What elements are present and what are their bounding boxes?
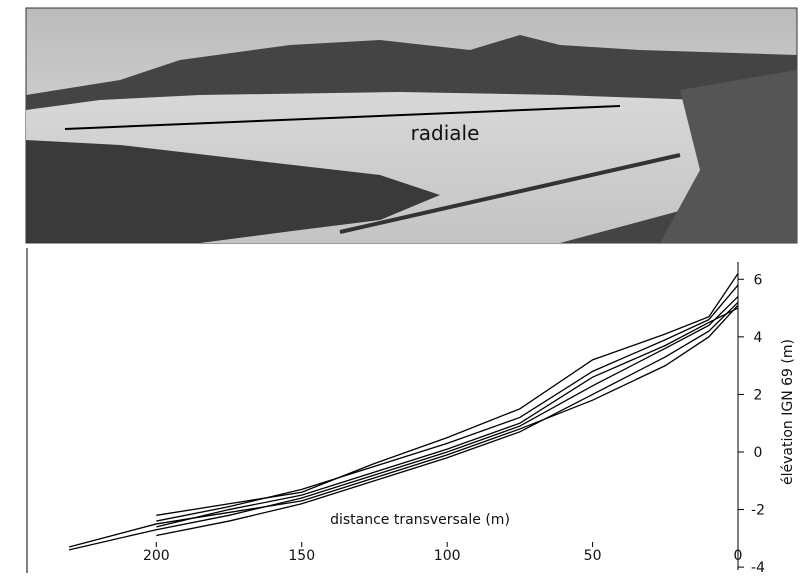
x-tick-label: 100 [434,548,461,564]
x-tick-label: 150 [288,548,315,564]
profile-line [156,301,739,537]
rocks [26,140,440,243]
jetty [339,153,681,234]
vegetation [660,70,797,243]
x-tick-label: 50 [584,548,602,564]
profile-line [156,284,739,522]
profile-line [156,307,739,528]
photo: radiale [25,7,798,244]
transect-line [64,105,621,130]
y-tick-label: 0 [754,445,763,461]
y-tick-label: 2 [754,387,763,403]
y-tick-label: -4 [751,560,765,573]
y-axis-label: élévation IGN 69 (m) [780,339,796,485]
y-tick-label: 4 [754,330,763,346]
x-axis-label: distance transversale (m) [330,512,510,528]
profile-line [68,304,739,548]
profile-line [68,296,739,551]
x-tick-label: 0 [734,548,743,564]
x-tick-label: 200 [143,548,170,564]
y-tick-label: 6 [754,272,763,288]
photo-label: radiale [411,121,480,145]
y-tick-label: -2 [751,503,765,519]
profile-line [156,273,739,516]
